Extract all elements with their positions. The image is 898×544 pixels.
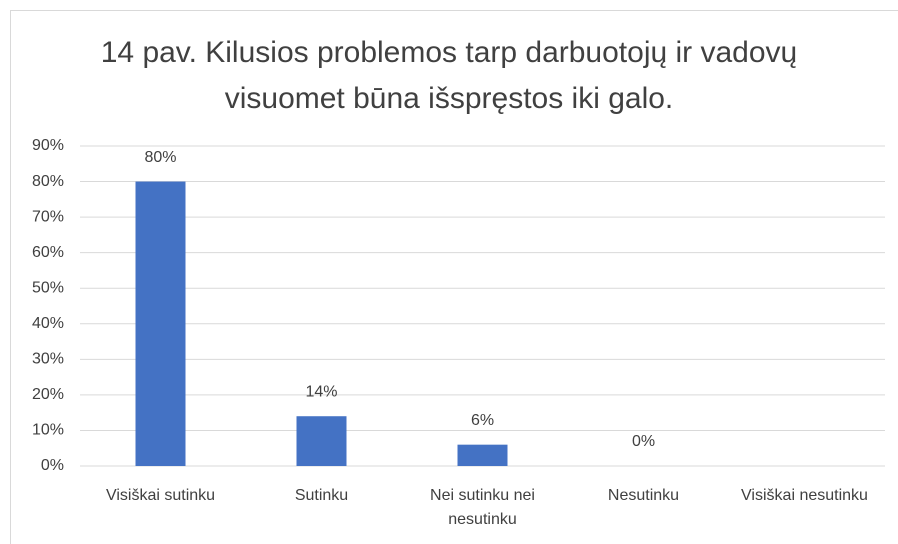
y-tick-label: 90% <box>32 137 64 154</box>
x-tick-label: Nei sutinku nei nesutinku <box>430 487 535 528</box>
data-label: 14% <box>305 383 337 400</box>
bar <box>296 416 347 466</box>
y-tick-label: 80% <box>32 173 64 190</box>
y-tick-label: 40% <box>32 315 64 332</box>
x-tick-label: Nesutinku <box>607 487 680 504</box>
x-tick-label: Visiškai sutinku <box>105 487 216 504</box>
y-tick-label: 70% <box>32 208 64 225</box>
y-tick-label: 0% <box>41 457 64 474</box>
data-label: 6% <box>471 412 494 429</box>
x-tick-label: Visiškai nesutinku <box>741 487 868 504</box>
bar <box>457 444 508 466</box>
y-tick-label: 50% <box>32 279 64 296</box>
bar <box>135 181 186 467</box>
y-tick-label: 20% <box>32 386 64 403</box>
y-tick-label: 60% <box>32 244 64 261</box>
data-label: 0% <box>632 433 655 450</box>
chart-border <box>10 10 898 544</box>
data-label: 80% <box>144 149 176 166</box>
y-tick-label: 10% <box>32 422 64 439</box>
y-tick-label: 30% <box>32 351 64 368</box>
x-tick-label: Sutinku <box>294 487 349 504</box>
chart-title: 14 pav. Kilusios problemos tarp darbuoto… <box>100 36 798 115</box>
